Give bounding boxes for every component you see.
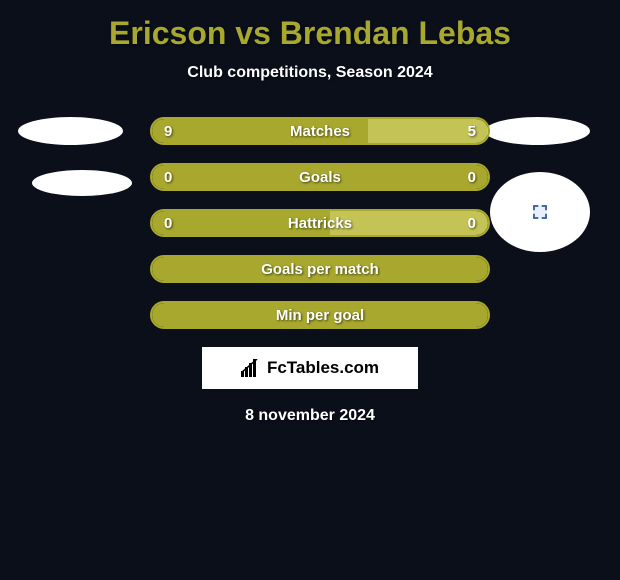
stat-bar: Goals per match [150,255,490,283]
decorative-ellipse-left-2 [32,170,132,196]
logo-text: FcTables.com [267,358,379,378]
chart-area: Matches95Goals00Hattricks00Goals per mat… [10,117,610,329]
bar-value-left: 0 [164,169,172,186]
decorative-circle-right [490,172,590,252]
bar-label: Goals [152,169,488,186]
decorative-ellipse-right-1 [485,117,590,145]
bar-value-right: 0 [468,169,476,186]
bar-label: Hattricks [152,215,488,232]
comparison-title: Ericson vs Brendan Lebas [10,15,610,52]
stat-bar: Goals0 0 [150,163,490,191]
bar-value-right: 5 [468,123,476,140]
chart-icon [241,359,261,377]
stat-bar: Matches9 5 [150,117,490,145]
logo-box: FcTables.com [202,347,418,389]
bar-label: Min per goal [152,307,488,324]
bar-label: Goals per match [152,261,488,278]
comparison-bars: Matches95Goals00Hattricks00Goals per mat… [150,117,490,329]
stat-bar: Hattricks0 0 [150,209,490,237]
date-text: 8 november 2024 [10,407,610,425]
stat-bar: Min per goal [150,301,490,329]
bar-value-left: 0 [164,215,172,232]
placeholder-icon [533,205,547,219]
bar-value-left: 9 [164,123,172,140]
bar-label: Matches [152,123,488,140]
comparison-subtitle: Club competitions, Season 2024 [10,64,610,82]
decorative-ellipse-left-1 [18,117,123,145]
bar-value-right: 0 [468,215,476,232]
